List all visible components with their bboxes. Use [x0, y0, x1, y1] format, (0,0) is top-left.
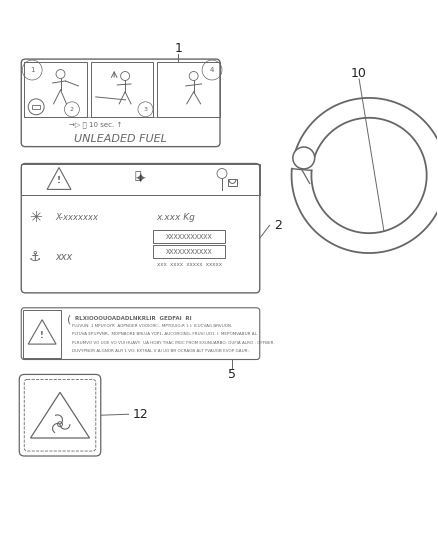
- Text: !: !: [57, 176, 61, 185]
- Text: 10: 10: [351, 67, 367, 79]
- Text: FLUVUN: 1 MPUY.OYR  AOPNOER VOOIORC:, MPYOUIG:R 1 I: ICUCVAG BRVUON.: FLUVUN: 1 MPUY.OYR AOPNOER VOOIORC:, MPY…: [72, 324, 232, 328]
- Text: PLTUVA EPUPVNR,  MOPNBORE BRLUA YOP1, AUCOROING, FRUVI UO1  I: MEPOMVABUR AL.: PLTUVA EPUPVNR, MOPNBORE BRLUA YOP1, AUC…: [72, 332, 258, 336]
- Text: !: !: [40, 331, 44, 340]
- Bar: [21, 164, 260, 196]
- Text: XXXXXXXXXXX: XXXXXXXXXXX: [166, 233, 212, 240]
- Bar: [228, 180, 237, 187]
- Text: 2: 2: [274, 219, 282, 232]
- Bar: [24, 62, 87, 117]
- Text: 3: 3: [144, 107, 148, 112]
- Text: 🔥: 🔥: [134, 172, 141, 181]
- Text: 12: 12: [133, 408, 148, 421]
- Bar: [153, 230, 225, 243]
- Text: UNLEADED FUEL: UNLEADED FUEL: [74, 134, 167, 144]
- Text: RLXIOOOUOADADLNKRLIR  GEDFAI  RI: RLXIOOOUOADADLNKRLIR GEDFAI RI: [75, 316, 191, 321]
- Circle shape: [293, 147, 315, 169]
- Bar: [23, 310, 61, 358]
- Text: xxx: xxx: [55, 252, 72, 262]
- Text: ⚓: ⚓: [29, 250, 42, 264]
- Text: (: (: [67, 315, 71, 325]
- Text: xxx xxxx xxxxx xxxxx: xxx xxxx xxxxx xxxxx: [157, 262, 222, 266]
- Text: 1: 1: [174, 42, 182, 55]
- Bar: [157, 62, 220, 117]
- Bar: [32, 105, 40, 109]
- Text: 4: 4: [210, 67, 214, 73]
- Bar: [153, 245, 225, 258]
- Text: 2: 2: [70, 107, 74, 112]
- Text: X-xxxxxxx: X-xxxxxxx: [55, 213, 98, 222]
- Text: 5: 5: [228, 368, 236, 381]
- Text: 1: 1: [30, 67, 35, 73]
- Text: XXXXXXXXXXX: XXXXXXXXXXX: [166, 248, 212, 255]
- Bar: [91, 62, 153, 117]
- Text: ✦: ✦: [135, 173, 146, 187]
- Text: x.xxx Kg: x.xxx Kg: [156, 213, 195, 222]
- Text: ✳: ✳: [29, 210, 42, 225]
- Text: PLRUMVO VO UOE VO VUI HUAVY.  UA HOBY THAC MOC FROM EXUNUARBO: OUFIA ALRO : OFFB: PLRUMVO VO UOE VO VUI HUAVY. UA HOBY THA…: [72, 341, 275, 345]
- Text: →▷ ⧖ 10 sec. ↑: →▷ ⧖ 10 sec. ↑: [69, 122, 123, 128]
- Text: DUVYPNOR ALGNOR ALR 1 VO: EXTRAL V AI UO BR OCRAOB ALT YVAUOB EVOP GAUR:.: DUVYPNOR ALGNOR ALR 1 VO: EXTRAL V AI UO…: [72, 349, 250, 353]
